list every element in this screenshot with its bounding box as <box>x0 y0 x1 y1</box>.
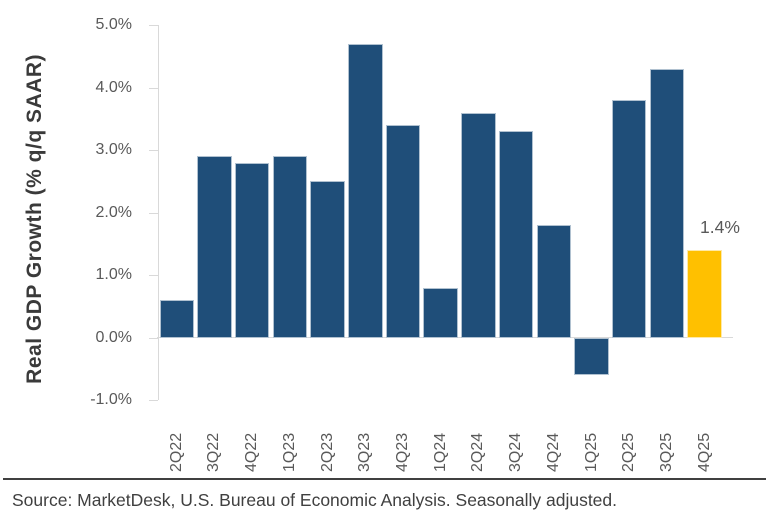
footer-divider <box>3 478 766 480</box>
x-axis-label-1Q23: 1Q23 <box>280 432 298 472</box>
x-axis-label-4Q25: 4Q25 <box>695 432 713 472</box>
x-axis-label-3Q22: 3Q22 <box>205 432 223 472</box>
bar-2Q25 <box>611 100 647 338</box>
y-tick-mark <box>149 150 158 151</box>
bar-4Q24 <box>536 225 571 338</box>
x-axis-label-2Q25: 2Q25 <box>620 432 638 472</box>
gdp-bar-chart: Real GDP Growth (% q/q SAAR) 5.0% 4.0% 3.0… <box>23 16 740 472</box>
bar-1Q25 <box>574 337 609 375</box>
y-tick-label: -1.0% <box>90 391 132 408</box>
y-tick-label: 1.0% <box>95 266 132 283</box>
bar-2Q24 <box>461 112 496 338</box>
x-axis-label-3Q25: 3Q25 <box>657 432 675 472</box>
value-annotation: 1.4% <box>700 217 740 237</box>
y-tick-mark <box>149 25 158 26</box>
y-tick-mark <box>149 275 158 276</box>
bar-2Q23 <box>310 181 345 338</box>
bar-2Q22 <box>159 300 194 338</box>
bar-1Q24 <box>423 287 458 338</box>
zero-gridline <box>157 337 733 338</box>
x-axis-label-2Q24: 2Q24 <box>469 432 487 472</box>
source-text: Source: MarketDesk, U.S. Bureau of Econo… <box>12 490 618 510</box>
y-tick-mark <box>149 338 158 339</box>
x-axis-label-1Q24: 1Q24 <box>431 432 449 472</box>
y-tick-mark <box>149 400 158 401</box>
y-tick-label: 3.0% <box>95 141 132 158</box>
bar-4Q25 <box>687 250 722 338</box>
y-tick-label: 2.0% <box>95 204 132 221</box>
bar-3Q22 <box>197 156 232 338</box>
bar-4Q23 <box>385 125 421 338</box>
y-tick-mark <box>149 88 158 89</box>
bar-4Q22 <box>234 162 270 338</box>
x-axis-label-4Q22: 4Q22 <box>243 432 261 472</box>
bar-3Q24 <box>498 131 534 338</box>
x-axis-label-4Q23: 4Q23 <box>394 432 411 472</box>
x-axis-label-2Q22: 2Q22 <box>167 432 185 472</box>
y-axis-line <box>158 25 159 400</box>
x-axis-label-1Q25: 1Q25 <box>582 432 600 472</box>
bar-3Q25 <box>649 68 685 338</box>
x-axis-label-3Q23: 3Q23 <box>356 432 374 472</box>
y-tick-label: 5.0% <box>95 16 132 33</box>
bar-1Q23 <box>272 156 308 338</box>
x-axis-label-2Q23: 2Q23 <box>318 432 336 472</box>
y-tick-label: 0.0% <box>95 329 132 346</box>
x-axis-label-4Q24: 4Q24 <box>544 432 562 472</box>
bar-3Q23 <box>348 43 383 338</box>
y-tick-label: 4.0% <box>95 79 132 96</box>
x-axis-label-3Q24: 3Q24 <box>507 432 524 472</box>
y-tick-mark <box>149 213 158 214</box>
